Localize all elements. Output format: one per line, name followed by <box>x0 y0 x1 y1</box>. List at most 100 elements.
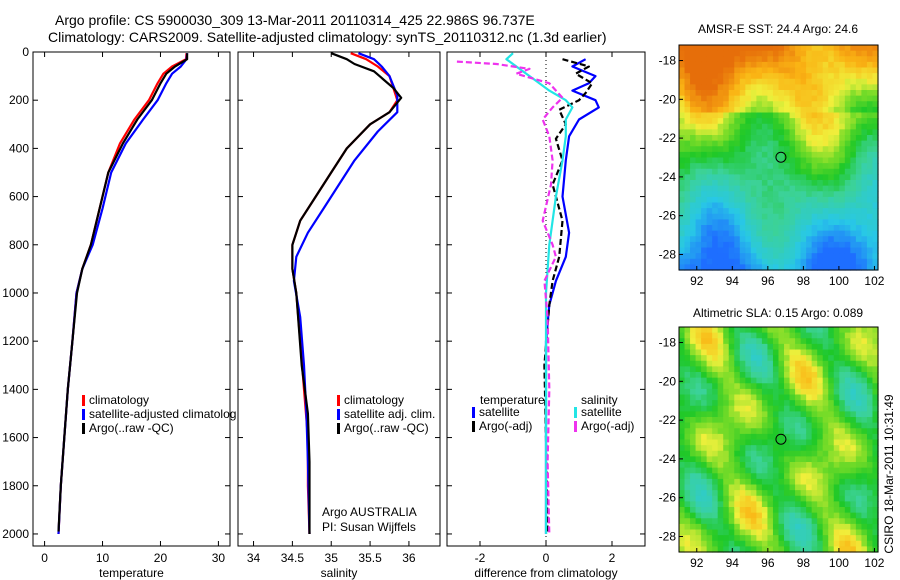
sst-map-cell <box>772 230 780 237</box>
sst-map-cell <box>745 146 752 153</box>
sla-map-cell <box>795 360 802 367</box>
sst-map-cell <box>761 118 769 125</box>
sst-map-cell <box>684 185 691 192</box>
sla-map-cell <box>756 478 763 486</box>
sla-map-cell <box>778 512 785 519</box>
sla-map-cell <box>817 439 824 446</box>
sla-map-cell <box>806 462 813 469</box>
sla-map-cell <box>789 417 796 424</box>
sla-map-cell <box>811 450 818 457</box>
sst-map-cell <box>806 258 813 265</box>
sst-map-cell <box>855 241 863 249</box>
sst-map-cell <box>789 253 796 260</box>
sst-map-cell <box>866 258 874 265</box>
sst-map-cell <box>861 140 868 147</box>
sla-map-cell <box>866 349 874 356</box>
sst-map-cell <box>789 258 796 265</box>
sst-map-cell <box>706 196 713 204</box>
sla-map-cell <box>872 512 879 519</box>
temperature-legend-label: climatology <box>89 393 149 407</box>
sla-map-cell <box>756 338 763 345</box>
sla-map-cell <box>789 400 796 407</box>
sst-map-cell <box>806 90 813 97</box>
sla-map-cell <box>872 355 879 362</box>
sst-map-cell <box>778 67 785 74</box>
sla-map-cell <box>684 490 691 497</box>
sst-map-cell <box>833 196 840 204</box>
sla-map-cell <box>833 327 840 334</box>
sla-map-cell <box>684 411 691 418</box>
sst-map-cell <box>778 112 785 119</box>
sla-map-cell <box>706 388 713 396</box>
sst-map-cell <box>795 163 802 170</box>
sla-map-cell <box>806 332 813 339</box>
sst-map-cell <box>767 50 774 57</box>
sla-map-cell <box>712 439 719 446</box>
sst-map-cell <box>844 236 851 243</box>
sla-map-cell <box>778 495 785 502</box>
sst-map-cell <box>855 225 863 232</box>
sst-map-cell <box>695 73 702 80</box>
sst-map-cell <box>706 45 713 52</box>
sst-map-cell <box>872 225 879 232</box>
sst-map-cell <box>701 168 708 175</box>
sst-map-cell <box>750 45 757 52</box>
sla-map-cell <box>855 490 863 497</box>
sla-map-cell <box>761 355 769 362</box>
sst-map-cell <box>695 90 702 97</box>
sst-map-cell <box>844 95 851 102</box>
sla-map-cell <box>750 332 757 339</box>
sst-map-cell <box>828 106 835 114</box>
sst-map-cell <box>767 225 774 232</box>
sst-map-cell <box>695 191 702 198</box>
sst-map-cell <box>679 56 686 63</box>
sst-map-cell <box>745 213 752 220</box>
sla-map-cell <box>734 478 741 486</box>
depth-tick-label: 1000 <box>2 286 29 300</box>
sla-map-cell <box>806 512 813 519</box>
sla-map-cell <box>800 512 807 519</box>
sst-map-cell <box>806 230 813 237</box>
sla-map-cell <box>795 377 802 384</box>
sla-map-cell <box>855 366 863 373</box>
sla-map-cell <box>828 383 835 390</box>
sst-map-cell <box>795 95 802 102</box>
sla-map-cell <box>778 478 785 486</box>
sla-map-cell <box>822 327 829 334</box>
sla-map-cell <box>778 417 785 424</box>
sst-map-cell <box>756 50 763 57</box>
sst-map-cell <box>811 236 818 243</box>
salinity-xtick-label: 35.5 <box>358 551 382 565</box>
sst-map-cell <box>756 208 763 215</box>
sla-map-cell <box>811 546 818 553</box>
sst-map-cell <box>723 168 730 175</box>
sst-map-cell <box>800 185 807 192</box>
sst-map-cell <box>679 67 686 74</box>
sla-map-cell <box>784 540 791 547</box>
sst-map-cell <box>772 123 780 130</box>
sla-map-cell <box>795 338 802 345</box>
sst-map-cell <box>806 191 813 198</box>
sla-map-cell <box>795 456 802 463</box>
sla-map-cell <box>745 332 752 339</box>
sla-map-cell <box>695 535 702 542</box>
sla-map-cell <box>778 355 785 362</box>
sla-map-cell <box>728 366 735 373</box>
sst-map-cell <box>739 45 746 52</box>
sla-map-cell <box>789 327 796 334</box>
sst-map-cell <box>817 264 824 271</box>
sst-map-cell <box>723 106 730 114</box>
depth-tick-label: 1600 <box>2 431 29 445</box>
sla-map-cell <box>679 388 686 396</box>
sla-map-cell <box>679 439 686 446</box>
sst-map-cell <box>695 180 702 187</box>
sla-map-cell <box>679 428 686 435</box>
sst-map-cell <box>690 95 697 102</box>
sst-map-cell <box>750 202 757 209</box>
sla-map-cell <box>811 523 818 531</box>
sla-map-cell <box>723 501 730 508</box>
sla-map-cell <box>789 501 796 508</box>
sla-map-cell <box>701 343 708 351</box>
sst-map-cell <box>795 61 802 69</box>
sla-map-cell <box>806 343 813 351</box>
